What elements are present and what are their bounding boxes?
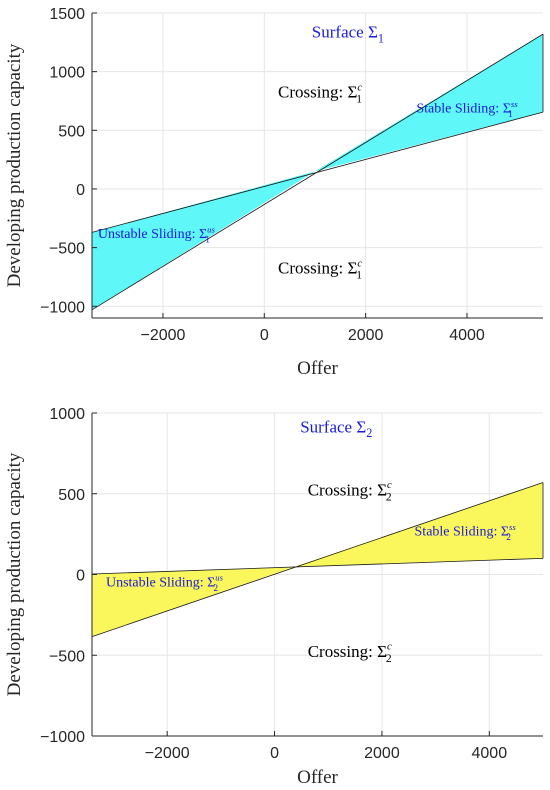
- y-tick-label: 0: [76, 568, 85, 585]
- y-tick-label: 500: [58, 487, 85, 504]
- y-axis-label: Developing production capacity: [4, 452, 25, 696]
- x-tick-label: 2000: [348, 327, 384, 344]
- x-tick-label: 0: [270, 745, 279, 762]
- stable-sliding-region: [314, 34, 543, 172]
- region-annotation: Surface Σ2: [300, 417, 372, 440]
- chart-surface-2: −2000 0 2000 4000 −1000 −500 0 500 1000 Offer Deve…: [4, 406, 544, 788]
- region-annotation: Crossing: Σc 2: [308, 642, 392, 665]
- region-annotation: Crossing: Σc 2: [308, 480, 392, 503]
- y-tick-label: −1000: [40, 729, 85, 746]
- boundary-line-2: [91, 33, 544, 311]
- x-tick-label: 0: [260, 327, 269, 344]
- boundary-line-1: [91, 557, 544, 575]
- region-annotation: Stable Sliding: Σss 1: [416, 99, 518, 120]
- region-annotation: Unstable Sliding: Σus 2: [106, 573, 224, 594]
- y-tick-label: 500: [58, 123, 85, 140]
- y-tick-label: −500: [49, 241, 85, 258]
- x-tick-label: 4000: [472, 745, 508, 762]
- y-axis-label: Developing production capacity: [4, 43, 25, 287]
- x-tick-label: −2000: [140, 327, 185, 344]
- region-annotation: Surface Σ1: [312, 23, 384, 46]
- y-tick-label: −500: [49, 648, 85, 665]
- x-axis-label: Offer: [297, 767, 338, 788]
- unstable-sliding-region: [92, 171, 315, 310]
- boundary-line-2: [91, 482, 544, 638]
- y-tick-label: 1000: [49, 406, 85, 423]
- x-axis-label: Offer: [297, 358, 338, 379]
- region-annotation: Unstable Sliding: Σus 1: [98, 224, 216, 245]
- region-annotation: Crossing: Σc 1: [278, 258, 362, 281]
- y-tick-label: 0: [76, 182, 85, 199]
- y-tick-label: −1000: [40, 299, 85, 316]
- y-tick-label: 1000: [49, 65, 85, 82]
- x-tick-label: 4000: [449, 327, 485, 344]
- region-annotation: Stable Sliding: Σss 2: [415, 522, 517, 543]
- chart-surface-1: −2000 0 2000 4000 −1000 −500 0 500 1000 1500 Offer…: [4, 6, 544, 379]
- x-tick-label: 2000: [364, 745, 400, 762]
- x-tick-label: −2000: [145, 745, 190, 762]
- y-tick-label: 1500: [49, 6, 85, 23]
- region-annotation: Crossing: Σc 1: [278, 82, 362, 105]
